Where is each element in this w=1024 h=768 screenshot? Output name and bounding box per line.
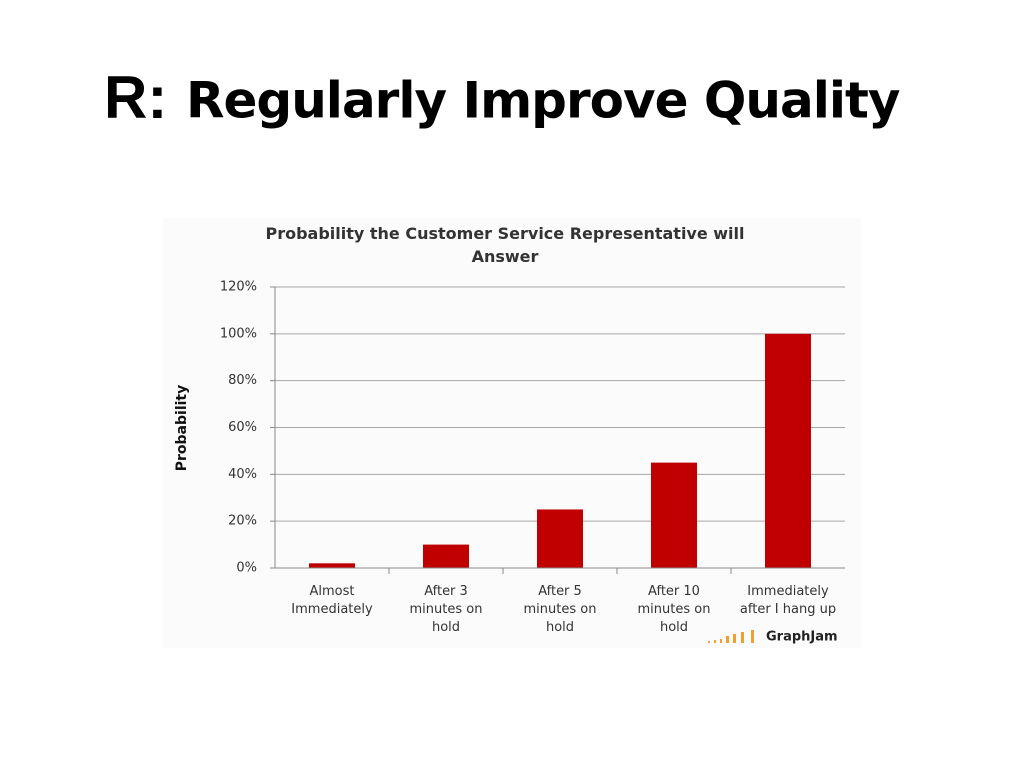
y-tick-label: 120% [220,280,257,295]
y-tick-label: 60% [228,420,257,435]
x-tick-label: Immediately after I hang up [740,584,836,617]
bar [309,563,355,568]
y-tick-label: 20% [228,514,257,529]
x-tick-label: After 5 minutes on hold [524,584,597,635]
graphjam-logo [708,630,754,643]
y-tick-label: 100% [220,326,257,341]
bar [423,544,469,568]
bar [651,462,697,568]
y-tick-label: 40% [228,467,257,482]
x-tick-label: After 3 minutes on hold [410,584,483,635]
chart-background [163,218,861,648]
y-tick-label: 80% [228,373,257,388]
bar [765,333,811,568]
y-axis-label: Probability [174,385,190,472]
slide-title: Regularly Improve Quality [186,72,900,130]
watermark: GraphJam [766,630,838,645]
chart-title: Probability the Customer Service Represe… [265,224,744,266]
bar [537,509,583,568]
x-tick-label: After 10 minutes on hold [638,584,711,635]
slide-title-letter: R: [104,64,167,131]
y-tick-label: 0% [236,561,257,576]
x-tick-label: Almost Immediately [291,584,373,617]
